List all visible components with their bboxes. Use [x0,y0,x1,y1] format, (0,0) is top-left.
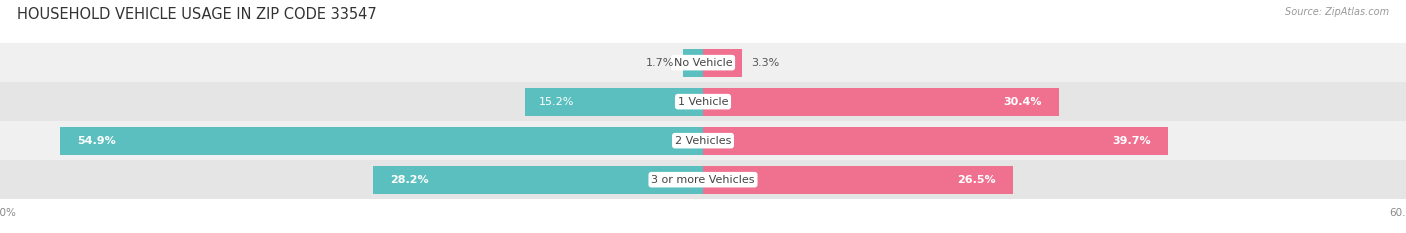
Text: 3.3%: 3.3% [751,58,779,68]
Bar [373,166,703,194]
Text: 26.5%: 26.5% [957,175,995,185]
Text: 30.4%: 30.4% [1002,97,1042,107]
Text: 15.2%: 15.2% [538,97,574,107]
Bar [0,160,1406,199]
Text: 1 Vehicle: 1 Vehicle [678,97,728,107]
Text: 54.9%: 54.9% [77,136,117,146]
Bar [703,166,1014,194]
Bar [683,49,703,77]
Text: Source: ZipAtlas.com: Source: ZipAtlas.com [1285,7,1389,17]
Text: 2 Vehicles: 2 Vehicles [675,136,731,146]
Text: HOUSEHOLD VEHICLE USAGE IN ZIP CODE 33547: HOUSEHOLD VEHICLE USAGE IN ZIP CODE 3354… [17,7,377,22]
Text: No Vehicle: No Vehicle [673,58,733,68]
Bar [0,82,1406,121]
Text: 1.7%: 1.7% [645,58,673,68]
Bar [703,49,742,77]
Bar [703,88,1059,116]
Bar [59,127,703,155]
Bar [0,121,1406,160]
Bar [524,88,703,116]
Bar [703,127,1168,155]
Text: 28.2%: 28.2% [391,175,429,185]
Bar [0,43,1406,82]
Text: 3 or more Vehicles: 3 or more Vehicles [651,175,755,185]
Text: 39.7%: 39.7% [1112,136,1150,146]
